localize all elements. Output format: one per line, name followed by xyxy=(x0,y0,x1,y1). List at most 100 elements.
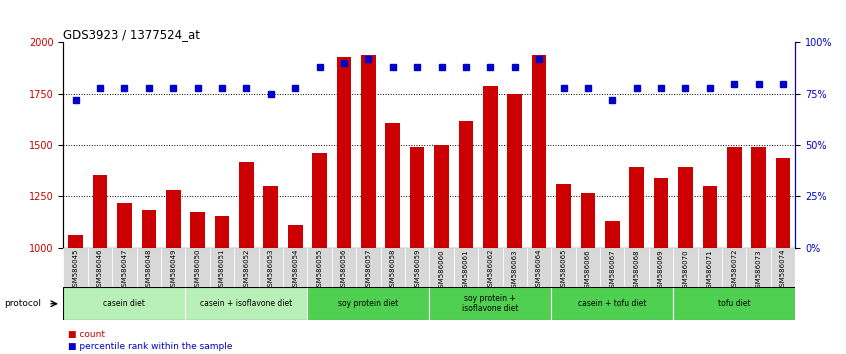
Bar xyxy=(381,248,405,287)
Bar xyxy=(776,159,790,248)
Bar xyxy=(600,248,624,287)
Text: GDS3923 / 1377524_at: GDS3923 / 1377524_at xyxy=(63,28,201,41)
Bar xyxy=(478,248,503,287)
Bar xyxy=(283,248,307,287)
Text: GSM586048: GSM586048 xyxy=(146,249,151,291)
Bar xyxy=(654,178,668,248)
Bar xyxy=(508,94,522,248)
Bar xyxy=(552,287,673,320)
Text: casein diet: casein diet xyxy=(103,299,146,308)
Bar xyxy=(678,167,693,248)
Text: GSM586045: GSM586045 xyxy=(73,249,79,291)
Bar xyxy=(575,248,600,287)
Bar xyxy=(141,210,157,248)
Bar xyxy=(239,161,254,248)
Text: ■ percentile rank within the sample: ■ percentile rank within the sample xyxy=(68,342,232,351)
Bar xyxy=(307,248,332,287)
Bar xyxy=(88,248,113,287)
Text: GSM586051: GSM586051 xyxy=(219,249,225,291)
Text: GSM586061: GSM586061 xyxy=(463,249,469,292)
Bar xyxy=(185,287,307,320)
Bar xyxy=(190,212,205,248)
Bar xyxy=(552,248,575,287)
Bar xyxy=(63,248,88,287)
Bar xyxy=(288,225,303,248)
Bar xyxy=(117,202,132,248)
Bar xyxy=(361,55,376,248)
Text: GSM586068: GSM586068 xyxy=(634,249,640,292)
Bar xyxy=(771,248,795,287)
Text: GSM586069: GSM586069 xyxy=(658,249,664,292)
Bar xyxy=(234,248,259,287)
Bar xyxy=(605,221,619,248)
Bar xyxy=(386,122,400,248)
Bar xyxy=(263,186,278,248)
Text: GSM586056: GSM586056 xyxy=(341,249,347,291)
Bar xyxy=(649,248,673,287)
Bar xyxy=(93,175,107,248)
Text: GSM586059: GSM586059 xyxy=(415,249,420,291)
Text: GSM586053: GSM586053 xyxy=(268,249,274,291)
Bar xyxy=(409,147,425,248)
Text: casein + isoflavone diet: casein + isoflavone diet xyxy=(201,299,293,308)
Text: GSM586054: GSM586054 xyxy=(292,249,298,291)
Bar xyxy=(405,248,429,287)
Bar xyxy=(215,216,229,248)
Text: GSM586064: GSM586064 xyxy=(536,249,542,291)
Bar xyxy=(166,190,180,248)
Text: GSM586055: GSM586055 xyxy=(316,249,322,291)
Text: soy protein diet: soy protein diet xyxy=(338,299,398,308)
Bar xyxy=(624,248,649,287)
Text: GSM586065: GSM586065 xyxy=(561,249,567,291)
Text: soy protein +
isoflavone diet: soy protein + isoflavone diet xyxy=(462,294,519,313)
Text: GSM586067: GSM586067 xyxy=(609,249,615,292)
Text: tofu diet: tofu diet xyxy=(718,299,750,308)
Bar xyxy=(69,235,83,248)
Text: GSM586049: GSM586049 xyxy=(170,249,176,291)
Bar xyxy=(63,287,185,320)
Text: ■ count: ■ count xyxy=(68,330,105,339)
Text: GSM586063: GSM586063 xyxy=(512,249,518,292)
Bar xyxy=(307,287,429,320)
Text: GSM586071: GSM586071 xyxy=(707,249,713,292)
Bar xyxy=(312,153,327,248)
Text: GSM586060: GSM586060 xyxy=(438,249,444,292)
Text: GSM586073: GSM586073 xyxy=(755,249,761,292)
Text: GSM586050: GSM586050 xyxy=(195,249,201,291)
Bar xyxy=(483,86,497,248)
Bar xyxy=(751,147,766,248)
Text: protocol: protocol xyxy=(4,299,41,308)
Bar xyxy=(698,248,722,287)
Text: GSM586066: GSM586066 xyxy=(585,249,591,292)
Bar xyxy=(459,120,473,248)
Text: GSM586058: GSM586058 xyxy=(390,249,396,291)
Bar xyxy=(527,248,552,287)
Bar xyxy=(746,248,771,287)
Bar xyxy=(434,145,449,248)
Bar xyxy=(580,193,596,248)
Text: GSM586046: GSM586046 xyxy=(97,249,103,291)
Text: GSM586057: GSM586057 xyxy=(365,249,371,291)
Bar xyxy=(673,287,795,320)
Bar xyxy=(356,248,381,287)
Text: GSM586052: GSM586052 xyxy=(244,249,250,291)
Bar xyxy=(337,57,351,248)
Text: GSM586070: GSM586070 xyxy=(683,249,689,292)
Bar xyxy=(429,287,552,320)
Bar xyxy=(556,184,571,248)
Text: GSM586062: GSM586062 xyxy=(487,249,493,291)
Bar xyxy=(210,248,234,287)
Bar xyxy=(629,167,644,248)
Bar xyxy=(113,248,136,287)
Bar xyxy=(722,248,746,287)
Bar xyxy=(332,248,356,287)
Bar xyxy=(136,248,161,287)
Bar xyxy=(429,248,453,287)
Bar xyxy=(673,248,698,287)
Bar xyxy=(259,248,283,287)
Bar xyxy=(161,248,185,287)
Text: GSM586074: GSM586074 xyxy=(780,249,786,291)
Bar xyxy=(727,147,742,248)
Text: GSM586072: GSM586072 xyxy=(731,249,737,291)
Bar xyxy=(702,186,717,248)
